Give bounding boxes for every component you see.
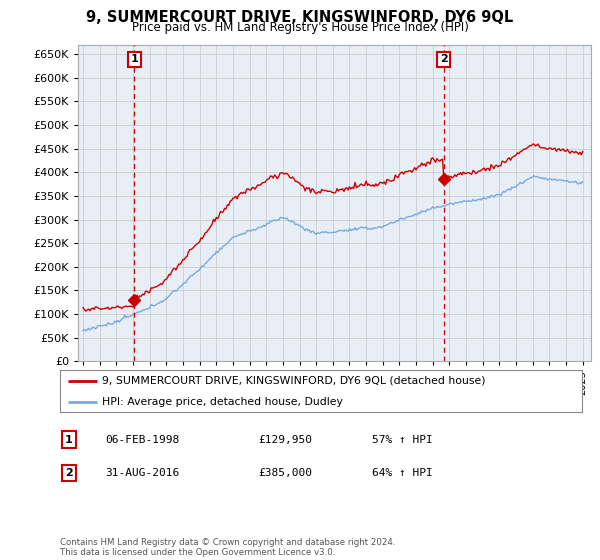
Text: Price paid vs. HM Land Registry's House Price Index (HPI): Price paid vs. HM Land Registry's House …: [131, 21, 469, 34]
Text: 9, SUMMERCOURT DRIVE, KINGSWINFORD, DY6 9QL: 9, SUMMERCOURT DRIVE, KINGSWINFORD, DY6 …: [86, 10, 514, 25]
Text: 2: 2: [440, 54, 448, 64]
Text: Contains HM Land Registry data © Crown copyright and database right 2024.
This d: Contains HM Land Registry data © Crown c…: [60, 538, 395, 557]
Text: 1: 1: [65, 435, 73, 445]
Text: 31-AUG-2016: 31-AUG-2016: [105, 468, 179, 478]
Text: 64% ↑ HPI: 64% ↑ HPI: [372, 468, 433, 478]
Text: 57% ↑ HPI: 57% ↑ HPI: [372, 435, 433, 445]
Text: 2: 2: [65, 468, 73, 478]
Text: 06-FEB-1998: 06-FEB-1998: [105, 435, 179, 445]
Text: £129,950: £129,950: [258, 435, 312, 445]
Text: HPI: Average price, detached house, Dudley: HPI: Average price, detached house, Dudl…: [102, 398, 343, 407]
Text: 9, SUMMERCOURT DRIVE, KINGSWINFORD, DY6 9QL (detached house): 9, SUMMERCOURT DRIVE, KINGSWINFORD, DY6 …: [102, 376, 485, 386]
Text: £385,000: £385,000: [258, 468, 312, 478]
Text: 1: 1: [131, 54, 139, 64]
